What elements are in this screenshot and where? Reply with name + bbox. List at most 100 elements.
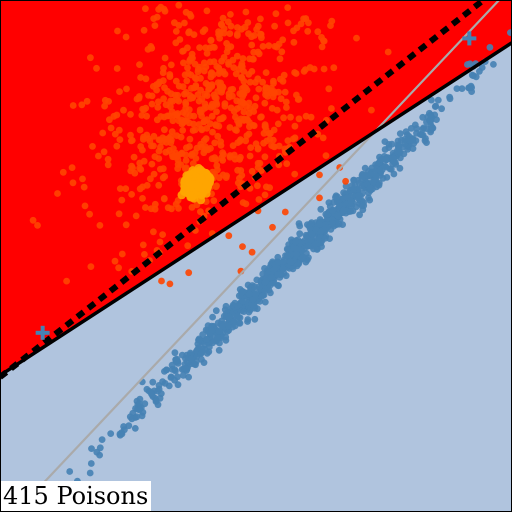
data-point <box>181 117 189 125</box>
data-point <box>229 56 237 64</box>
data-point <box>254 22 262 30</box>
data-point <box>181 19 188 27</box>
data-point <box>163 366 171 374</box>
data-point <box>188 50 196 58</box>
data-point <box>106 116 113 124</box>
data-point <box>271 22 278 30</box>
data-point <box>136 159 144 167</box>
data-point <box>283 104 290 111</box>
data-point <box>292 70 300 77</box>
data-point <box>203 50 211 57</box>
data-point <box>424 113 432 121</box>
data-point <box>215 64 223 72</box>
data-point <box>203 336 210 343</box>
data-point <box>181 71 189 79</box>
data-point <box>227 11 234 18</box>
data-point <box>149 83 157 90</box>
data-point <box>261 278 269 286</box>
data-point <box>304 27 312 35</box>
data-point <box>29 216 37 224</box>
data-point <box>169 117 177 125</box>
data-point <box>153 116 161 124</box>
data-point <box>290 38 298 46</box>
data-point <box>63 277 70 285</box>
data-point <box>255 85 263 93</box>
data-point <box>148 391 156 399</box>
data-point <box>133 413 141 421</box>
data-point <box>187 355 195 363</box>
data-point <box>295 220 303 227</box>
data-point <box>261 191 269 199</box>
data-point <box>210 197 218 205</box>
data-point <box>335 220 343 228</box>
data-point <box>107 124 115 132</box>
data-point <box>268 274 275 281</box>
data-point <box>360 202 368 210</box>
data-point <box>168 136 175 144</box>
data-point <box>118 250 126 258</box>
data-point <box>171 376 179 384</box>
data-point <box>151 153 159 161</box>
data-point <box>297 20 305 28</box>
data-point <box>172 367 179 375</box>
data-point <box>428 96 435 104</box>
data-point <box>396 130 404 138</box>
data-point <box>322 152 330 160</box>
data-point <box>248 248 256 256</box>
data-point <box>139 105 147 113</box>
data-point <box>234 30 241 38</box>
data-point <box>276 55 284 63</box>
data-point <box>200 105 208 112</box>
data-point <box>212 183 220 191</box>
data-point <box>314 28 322 36</box>
data-point <box>202 181 211 190</box>
data-point <box>115 210 123 218</box>
data-point <box>317 205 325 213</box>
class-centers <box>35 31 477 340</box>
data-point <box>342 182 350 190</box>
data-point <box>185 106 193 113</box>
data-point <box>227 22 235 30</box>
data-point <box>250 48 258 56</box>
data-point <box>438 105 445 113</box>
data-point <box>213 162 221 169</box>
data-point <box>151 200 159 208</box>
data-point <box>325 85 333 93</box>
data-point <box>244 316 252 323</box>
data-point <box>188 204 196 211</box>
cluster-blue <box>66 29 512 485</box>
data-point <box>282 98 290 106</box>
data-point <box>215 327 223 335</box>
data-point <box>173 132 181 140</box>
data-point <box>287 113 294 121</box>
data-point <box>159 231 167 239</box>
data-point <box>181 165 189 173</box>
data-point <box>472 73 480 81</box>
data-point <box>199 28 207 35</box>
data-point <box>122 33 130 41</box>
data-point <box>265 42 273 50</box>
data-point <box>321 221 329 229</box>
data-point <box>192 75 200 83</box>
data-point <box>139 241 147 249</box>
data-point <box>271 43 279 50</box>
data-point <box>324 211 331 218</box>
data-point <box>188 84 195 92</box>
data-point <box>292 245 300 253</box>
data-point <box>221 100 229 107</box>
data-point <box>213 108 220 115</box>
data-point <box>87 54 94 62</box>
data-point <box>267 289 274 297</box>
cluster-poison <box>177 164 215 205</box>
data-point <box>203 7 211 15</box>
data-point <box>368 106 375 114</box>
data-point <box>198 112 206 120</box>
data-point <box>161 173 169 180</box>
data-point <box>230 64 238 71</box>
data-points <box>29 1 512 485</box>
data-point <box>251 315 259 323</box>
data-point <box>429 124 436 131</box>
data-point <box>190 112 198 120</box>
data-point <box>433 116 440 123</box>
data-point <box>205 86 213 93</box>
